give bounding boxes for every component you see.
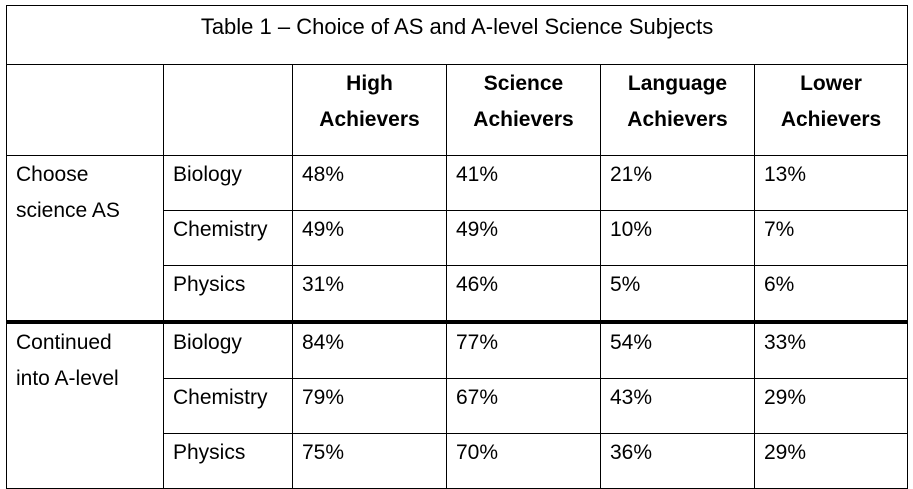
value-cell: 43% bbox=[600, 378, 755, 434]
value-cell: 31% bbox=[292, 265, 447, 323]
group-label-line1: Choose bbox=[16, 163, 89, 186]
header-science-achievers: Science Achievers bbox=[446, 64, 601, 156]
value-cell: 7% bbox=[753, 210, 909, 266]
subject-cell: Biology bbox=[163, 320, 293, 379]
value-cell: 6% bbox=[753, 265, 909, 323]
value-cell: 46% bbox=[446, 265, 601, 323]
header-empty-subject bbox=[163, 64, 293, 156]
value-cell: 49% bbox=[292, 210, 447, 266]
group-label-choose-as: Choose science AS bbox=[6, 155, 164, 323]
value-cell: 21% bbox=[600, 155, 755, 211]
header-language-achievers: Language Achievers bbox=[600, 64, 755, 156]
group-label-line1: Continued bbox=[16, 331, 112, 354]
header-lower-achievers: Lower Achievers bbox=[753, 64, 909, 156]
value-cell: 49% bbox=[446, 210, 601, 266]
value-cell: 10% bbox=[600, 210, 755, 266]
title-row: Table 1 – Choice of AS and A-level Scien… bbox=[5, 5, 909, 65]
header-line1: Language bbox=[627, 72, 728, 95]
value-cell: 29% bbox=[753, 378, 909, 434]
table-row: Chemistry 49% 49% 10% 7% bbox=[7, 210, 909, 266]
value-cell: 75% bbox=[292, 433, 447, 489]
group-label-line2: science AS bbox=[16, 199, 120, 222]
value-cell: 48% bbox=[292, 155, 447, 211]
subject-cell: Chemistry bbox=[163, 378, 293, 434]
value-cell: 5% bbox=[600, 265, 755, 323]
value-cell: 77% bbox=[446, 320, 601, 379]
value-cell: 67% bbox=[446, 378, 601, 434]
subject-cell: Physics bbox=[163, 433, 293, 489]
header-line2: Achievers bbox=[780, 108, 882, 131]
value-cell: 36% bbox=[600, 433, 755, 489]
header-line2: Achievers bbox=[319, 108, 420, 131]
science-subjects-table: Table 1 – Choice of AS and A-level Scien… bbox=[5, 5, 909, 489]
group-label-continued-a-level: Continued into A-level bbox=[6, 320, 164, 489]
table-row: Physics 75% 70% 36% 29% bbox=[7, 433, 909, 489]
value-cell: 54% bbox=[600, 320, 755, 379]
table-row: Physics 31% 46% 5% 6% bbox=[7, 265, 909, 323]
value-cell: 70% bbox=[446, 433, 601, 489]
table-row: Chemistry 79% 67% 43% 29% bbox=[7, 378, 909, 434]
value-cell: 13% bbox=[753, 155, 909, 211]
table-row: Choose science AS Biology 48% 41% 21% 13… bbox=[6, 155, 909, 323]
header-line2: Achievers bbox=[627, 108, 728, 131]
value-cell: 29% bbox=[753, 433, 909, 489]
table-row: Continued into A-level Biology 84% 77% 5… bbox=[6, 320, 909, 489]
subject-cell: Biology bbox=[163, 155, 293, 211]
header-empty-group bbox=[6, 64, 164, 156]
value-cell: 41% bbox=[446, 155, 601, 211]
header-line1: High bbox=[346, 72, 393, 95]
header-line2: Achievers bbox=[473, 108, 574, 131]
value-cell: 79% bbox=[292, 378, 447, 434]
header-line1: Lower bbox=[800, 72, 862, 95]
header-line1: Science bbox=[483, 72, 564, 95]
header-high-achievers: High Achievers bbox=[292, 64, 447, 156]
header-row: High Achievers Science Achievers Languag… bbox=[6, 64, 909, 156]
table-container: Table 1 – Choice of AS and A-level Scien… bbox=[5, 5, 909, 489]
subject-cell: Chemistry bbox=[163, 210, 293, 266]
table-title: Table 1 – Choice of AS and A-level Scien… bbox=[5, 5, 909, 65]
group-label-line2: into A-level bbox=[16, 367, 119, 390]
value-cell: 84% bbox=[292, 320, 447, 379]
subject-cell: Physics bbox=[163, 265, 293, 323]
value-cell: 33% bbox=[753, 320, 909, 379]
